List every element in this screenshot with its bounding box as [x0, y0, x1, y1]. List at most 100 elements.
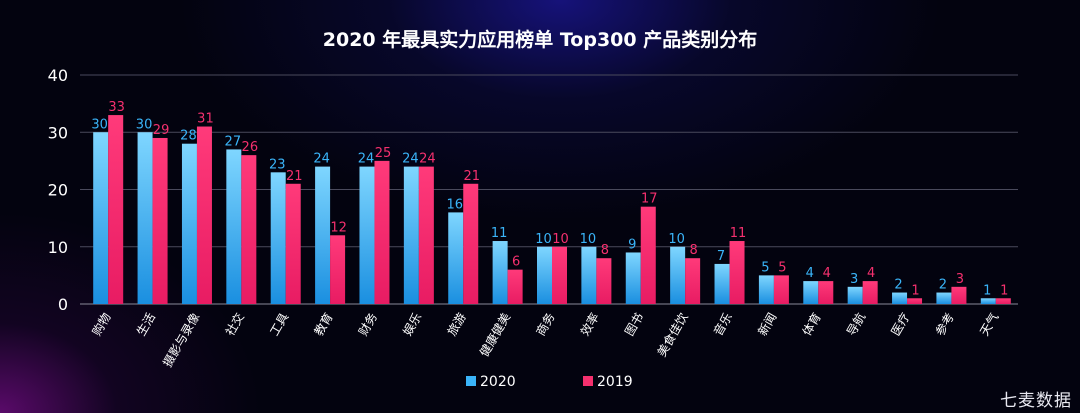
data-label-2019-5: 21: [286, 169, 303, 184]
x-tick-label: 参考: [932, 310, 957, 338]
bar-2019-18: [862, 281, 878, 304]
x-tick-label: 旅游: [445, 311, 469, 339]
bar-2020-15: [714, 263, 730, 304]
x-tick-label: 健康健美: [476, 310, 513, 359]
bar-2020-9: [448, 212, 464, 304]
bar-2020-5: [270, 172, 286, 304]
data-label-2020-6: 24: [313, 152, 330, 167]
x-tick-label: 天气: [976, 310, 1001, 338]
data-label-2020-15: 7: [717, 249, 725, 264]
bar-2020-12: [581, 246, 597, 304]
bar-2020-7: [359, 166, 375, 304]
data-label-2020-9: 16: [446, 197, 463, 212]
data-label-2020-14: 10: [668, 232, 685, 247]
y-tick-label: 0: [58, 295, 68, 314]
data-label-2019-14: 8: [690, 243, 698, 258]
x-tick-label: 娱乐: [400, 311, 424, 339]
bar-2020-17: [803, 281, 819, 304]
x-tick-label: 体育: [799, 310, 824, 338]
bars: [93, 115, 1011, 305]
data-label-2019-13: 17: [641, 192, 658, 207]
x-tick-label: 导航: [843, 310, 868, 338]
data-label-2020-8: 24: [402, 152, 419, 167]
data-label-2020-4: 27: [225, 134, 242, 149]
x-tick-label: 社交: [222, 310, 247, 338]
bar-2019-10: [507, 269, 523, 304]
bar-2020-3: [181, 143, 197, 304]
data-label-2019-21: 1: [1000, 283, 1008, 298]
bar-2019-3: [196, 126, 212, 305]
y-tick-label: 20: [48, 181, 68, 200]
data-label-2019-19: 1: [911, 283, 919, 298]
bar-2020-21: [980, 298, 996, 304]
y-tick-label: 10: [48, 238, 68, 257]
data-label-2019-3: 31: [197, 112, 214, 127]
bar-2019-2: [152, 137, 168, 304]
bar-2019-19: [907, 298, 923, 304]
data-label-2020-1: 30: [91, 117, 108, 132]
x-tick-label: 美食佳饮: [654, 310, 691, 359]
data-label-2020-16: 5: [761, 260, 769, 275]
data-label-2019-12: 8: [601, 243, 609, 258]
bar-2019-6: [330, 235, 346, 304]
data-label-2019-17: 4: [823, 266, 831, 281]
bar-2020-8: [403, 166, 419, 304]
data-label-2020-20: 2: [939, 278, 947, 293]
data-label-2019-1: 33: [108, 100, 125, 115]
data-label-2020-13: 9: [628, 237, 636, 252]
data-label-2019-6: 12: [330, 220, 347, 235]
legend-label-2019: 2019: [597, 374, 633, 390]
bar-2019-14: [685, 258, 701, 304]
bar-2020-11: [537, 246, 552, 304]
bar-2019-5: [285, 183, 301, 304]
bar-2019-11: [552, 246, 567, 304]
bar-2020-1: [93, 132, 109, 304]
bar-2019-21: [995, 298, 1011, 304]
bar-2020-10: [492, 241, 508, 304]
x-tick-label: 生活: [134, 311, 158, 339]
bar-2019-20: [951, 286, 967, 304]
legend-label-2020: 2020: [480, 374, 516, 390]
bar-2019-12: [596, 258, 612, 304]
x-tick-label: 图书: [622, 311, 646, 339]
bar-2020-19: [892, 292, 908, 304]
bar-2020-13: [625, 252, 641, 304]
y-tick-label: 30: [48, 123, 68, 142]
data-label-2020-18: 3: [850, 272, 858, 287]
x-tick-label: 财务: [355, 310, 380, 338]
bar-2019-8: [418, 166, 434, 304]
legend-swatch-2020: [466, 376, 476, 386]
bar-2019-16: [773, 275, 789, 304]
data-label-2019-8: 24: [419, 152, 436, 167]
bar-2020-14: [670, 246, 686, 304]
data-label-2019-18: 4: [867, 266, 875, 281]
legend: 2020 2019: [466, 374, 633, 390]
x-tick-label: 商务: [533, 310, 558, 338]
x-tick-label: 工具: [267, 311, 291, 339]
x-tick-label: 音乐: [710, 310, 735, 338]
bar-2019-9: [463, 183, 479, 304]
data-label-2019-15: 11: [730, 226, 747, 241]
data-label-2019-10: 6: [512, 255, 520, 270]
bar-2020-4: [226, 149, 242, 304]
bar-2019-7: [374, 160, 390, 304]
data-label-2020-3: 28: [180, 129, 197, 144]
data-label-2019-9: 21: [463, 169, 480, 184]
watermark-logo: 七麦数据: [1000, 391, 1072, 411]
x-tick-label: 医疗: [889, 311, 913, 339]
data-label-2020-7: 24: [358, 152, 375, 167]
bar-2020-20: [936, 292, 952, 304]
data-label-2020-21: 1: [983, 283, 991, 298]
data-label-2020-5: 23: [269, 157, 286, 172]
y-axis: 0 10 20 30 40: [48, 66, 68, 314]
data-label-2020-11: 10: [535, 232, 552, 247]
data-label-2019-2: 29: [153, 123, 170, 138]
data-label-2020-17: 4: [806, 266, 814, 281]
bar-2019-1: [108, 115, 124, 304]
bar-2020-6: [315, 166, 331, 304]
x-tick-label: 购物: [89, 310, 114, 338]
x-axis: 购物 生活 摄影与录像 社交 工具 教育 财务 娱乐 旅游 健康健美 商务 效率 图书 美食佳饮 音乐 新闻体…: [89, 310, 1002, 369]
data-label-2020-12: 10: [580, 232, 597, 247]
